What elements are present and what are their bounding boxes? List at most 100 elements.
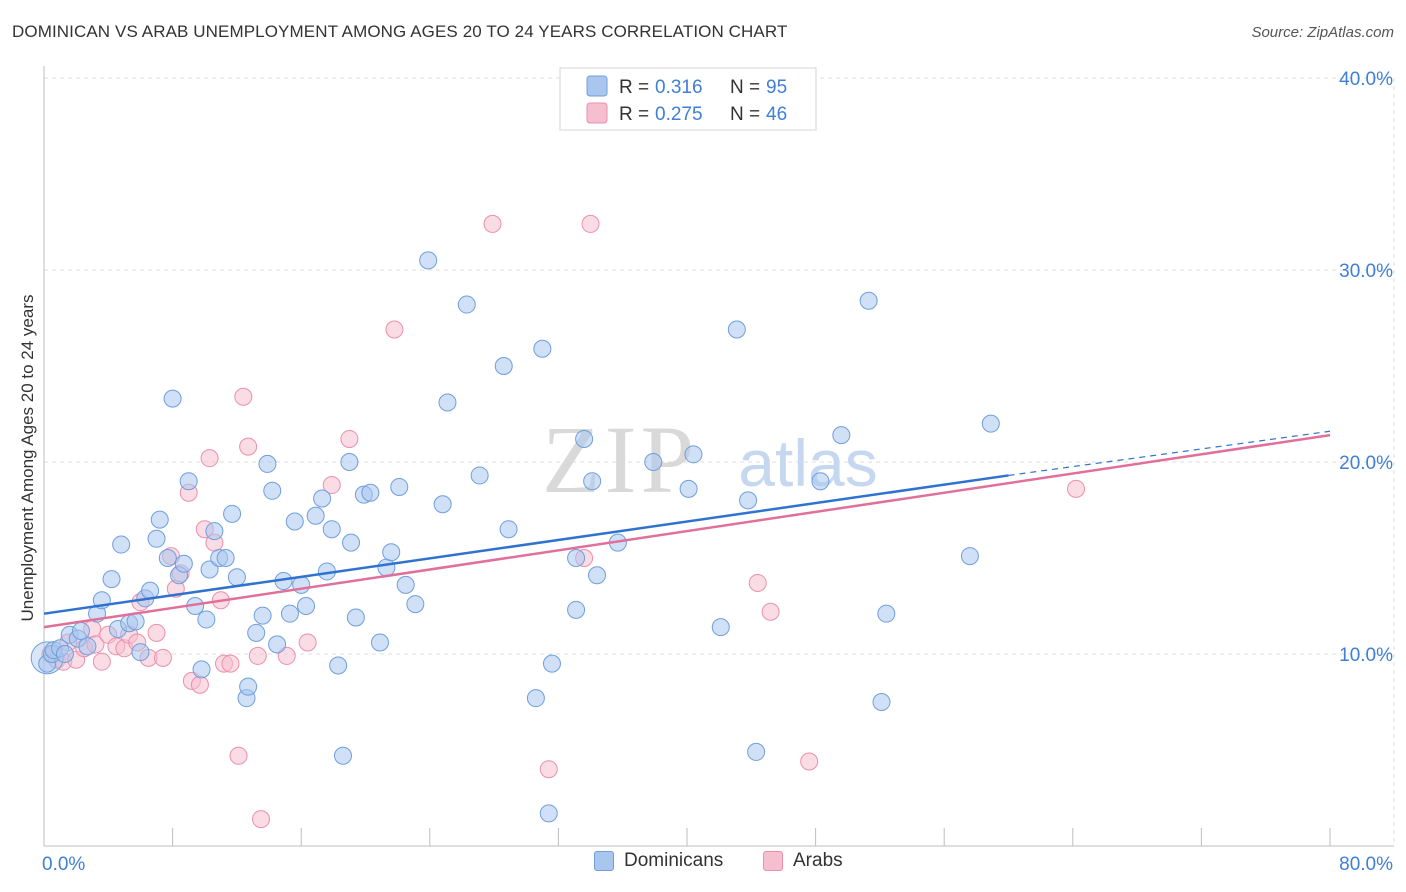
arabs-point bbox=[239, 437, 258, 456]
legend-n-label-2: N = bbox=[730, 104, 760, 125]
arabs-point bbox=[800, 752, 819, 771]
dominicans-point bbox=[526, 689, 545, 708]
bottom-legend-swatch-dominicans bbox=[594, 851, 614, 871]
legend-box: R = 0.316 N = 95 R = 0.275 N = 46 bbox=[559, 67, 817, 131]
arabs-point bbox=[153, 648, 172, 667]
dominicans-point bbox=[280, 604, 299, 623]
dominicans-point bbox=[419, 251, 438, 270]
arabs-point bbox=[248, 646, 267, 665]
dominicans-point bbox=[313, 489, 332, 508]
dominicans-point bbox=[102, 570, 121, 589]
arabs-point bbox=[92, 652, 111, 671]
dominicans-point bbox=[306, 506, 325, 525]
arabs-point bbox=[147, 623, 166, 642]
dominicans-point bbox=[268, 635, 287, 654]
dominicans-point bbox=[346, 608, 365, 627]
dominicans-point bbox=[747, 742, 766, 761]
dominicans-point bbox=[539, 804, 558, 823]
dominicans-point bbox=[494, 357, 513, 375]
arabs-point bbox=[234, 387, 253, 406]
dominicans-point bbox=[377, 558, 396, 577]
grid-lines bbox=[44, 77, 1395, 846]
dominicans-point bbox=[147, 529, 166, 548]
arabs-point bbox=[748, 573, 767, 592]
y-tick-label: 40.0% bbox=[1339, 69, 1393, 90]
dominicans-point bbox=[258, 454, 277, 473]
bottom-legend-swatch-arabs bbox=[763, 851, 783, 871]
dominicans-point bbox=[285, 512, 304, 531]
watermark-zip: ZIP bbox=[542, 406, 698, 513]
dominicans-point bbox=[112, 535, 131, 554]
dominicans-point bbox=[71, 621, 90, 640]
watermark: ZIP atlas bbox=[542, 406, 878, 513]
bottom-legend-label-dominicans: Dominicans bbox=[624, 850, 724, 871]
x-tick-label: 80.0% bbox=[1339, 854, 1393, 875]
dominicans-point bbox=[370, 633, 389, 652]
dominicans-point bbox=[575, 429, 594, 448]
arabs-point bbox=[581, 214, 600, 233]
chart-title: DOMINICAN VS ARAB UNEMPLOYMENT AMONG AGE… bbox=[12, 22, 788, 41]
dominicans-point bbox=[739, 491, 758, 510]
arabs-point bbox=[385, 320, 404, 339]
arabs-trend-line bbox=[43, 433, 1331, 629]
dominicans-point bbox=[567, 549, 586, 567]
dominicans-point bbox=[811, 472, 830, 491]
x-tick-label: 0.0% bbox=[42, 854, 85, 875]
y-axis-title: Unemployment Among Ages 20 to 24 years bbox=[18, 294, 37, 622]
arabs-point bbox=[190, 675, 209, 694]
dominicans-point bbox=[174, 554, 193, 573]
series-arabs-points bbox=[41, 214, 1086, 829]
dominicans-point bbox=[263, 481, 282, 500]
dominicans-point bbox=[438, 393, 457, 412]
dominicans-point bbox=[333, 746, 352, 765]
dominicans-point bbox=[216, 549, 235, 567]
dominicans-point bbox=[382, 543, 401, 562]
dominicans-point bbox=[150, 510, 169, 529]
dominicans-point bbox=[205, 522, 224, 541]
source-label: Source: ZipAtlas.com bbox=[1251, 24, 1394, 41]
arabs-point bbox=[200, 449, 219, 468]
arabs-point bbox=[340, 429, 359, 448]
dominicans-point bbox=[227, 568, 246, 587]
dominicans-point bbox=[390, 477, 409, 496]
legend-r-label-1: R = bbox=[619, 77, 649, 98]
dominicans-point bbox=[406, 595, 425, 614]
bottom-legend-dominicans: Dominicans bbox=[594, 850, 723, 872]
dominicans-point bbox=[679, 479, 698, 498]
dominicans-point bbox=[223, 504, 242, 523]
dominicans-point bbox=[499, 520, 518, 539]
dominicans-point bbox=[533, 339, 552, 358]
dominicans-point bbox=[567, 600, 586, 619]
trend-lines bbox=[43, 430, 1331, 629]
arabs-point bbox=[298, 633, 317, 652]
arabs-point bbox=[539, 760, 558, 779]
dominicans-point bbox=[192, 660, 211, 679]
legend-n-label-1: N = bbox=[730, 77, 760, 98]
watermark-atlas: atlas bbox=[738, 426, 877, 500]
dominicans-point bbox=[981, 414, 1000, 433]
dominicans-point bbox=[711, 618, 730, 637]
arabs-point bbox=[761, 602, 780, 621]
arabs-point bbox=[322, 476, 341, 495]
dominicans-point bbox=[131, 643, 150, 662]
y-tick-label: 10.0% bbox=[1339, 645, 1393, 666]
dominicans-trend-extension bbox=[1008, 430, 1331, 477]
bottom-legend-label-arabs: Arabs bbox=[793, 850, 843, 871]
series-dominicans-points bbox=[30, 251, 1000, 823]
legend-r-value-2: 0.275 bbox=[655, 104, 703, 125]
arabs-point bbox=[483, 214, 502, 233]
dominicans-point bbox=[361, 483, 380, 502]
dominicans-point bbox=[340, 453, 359, 471]
legend-r-value-1: 0.316 bbox=[655, 77, 703, 98]
dominicans-point bbox=[396, 575, 415, 594]
dominicans-point bbox=[877, 604, 896, 623]
dominicans-point bbox=[253, 606, 272, 625]
dominicans-point bbox=[55, 645, 74, 663]
dominicans-point bbox=[297, 597, 316, 615]
dominicans-point bbox=[457, 295, 476, 314]
dominicans-point bbox=[78, 637, 97, 656]
legend-swatch-arabs bbox=[586, 102, 608, 124]
arabs-point bbox=[229, 746, 248, 765]
dominicans-point bbox=[163, 389, 182, 408]
